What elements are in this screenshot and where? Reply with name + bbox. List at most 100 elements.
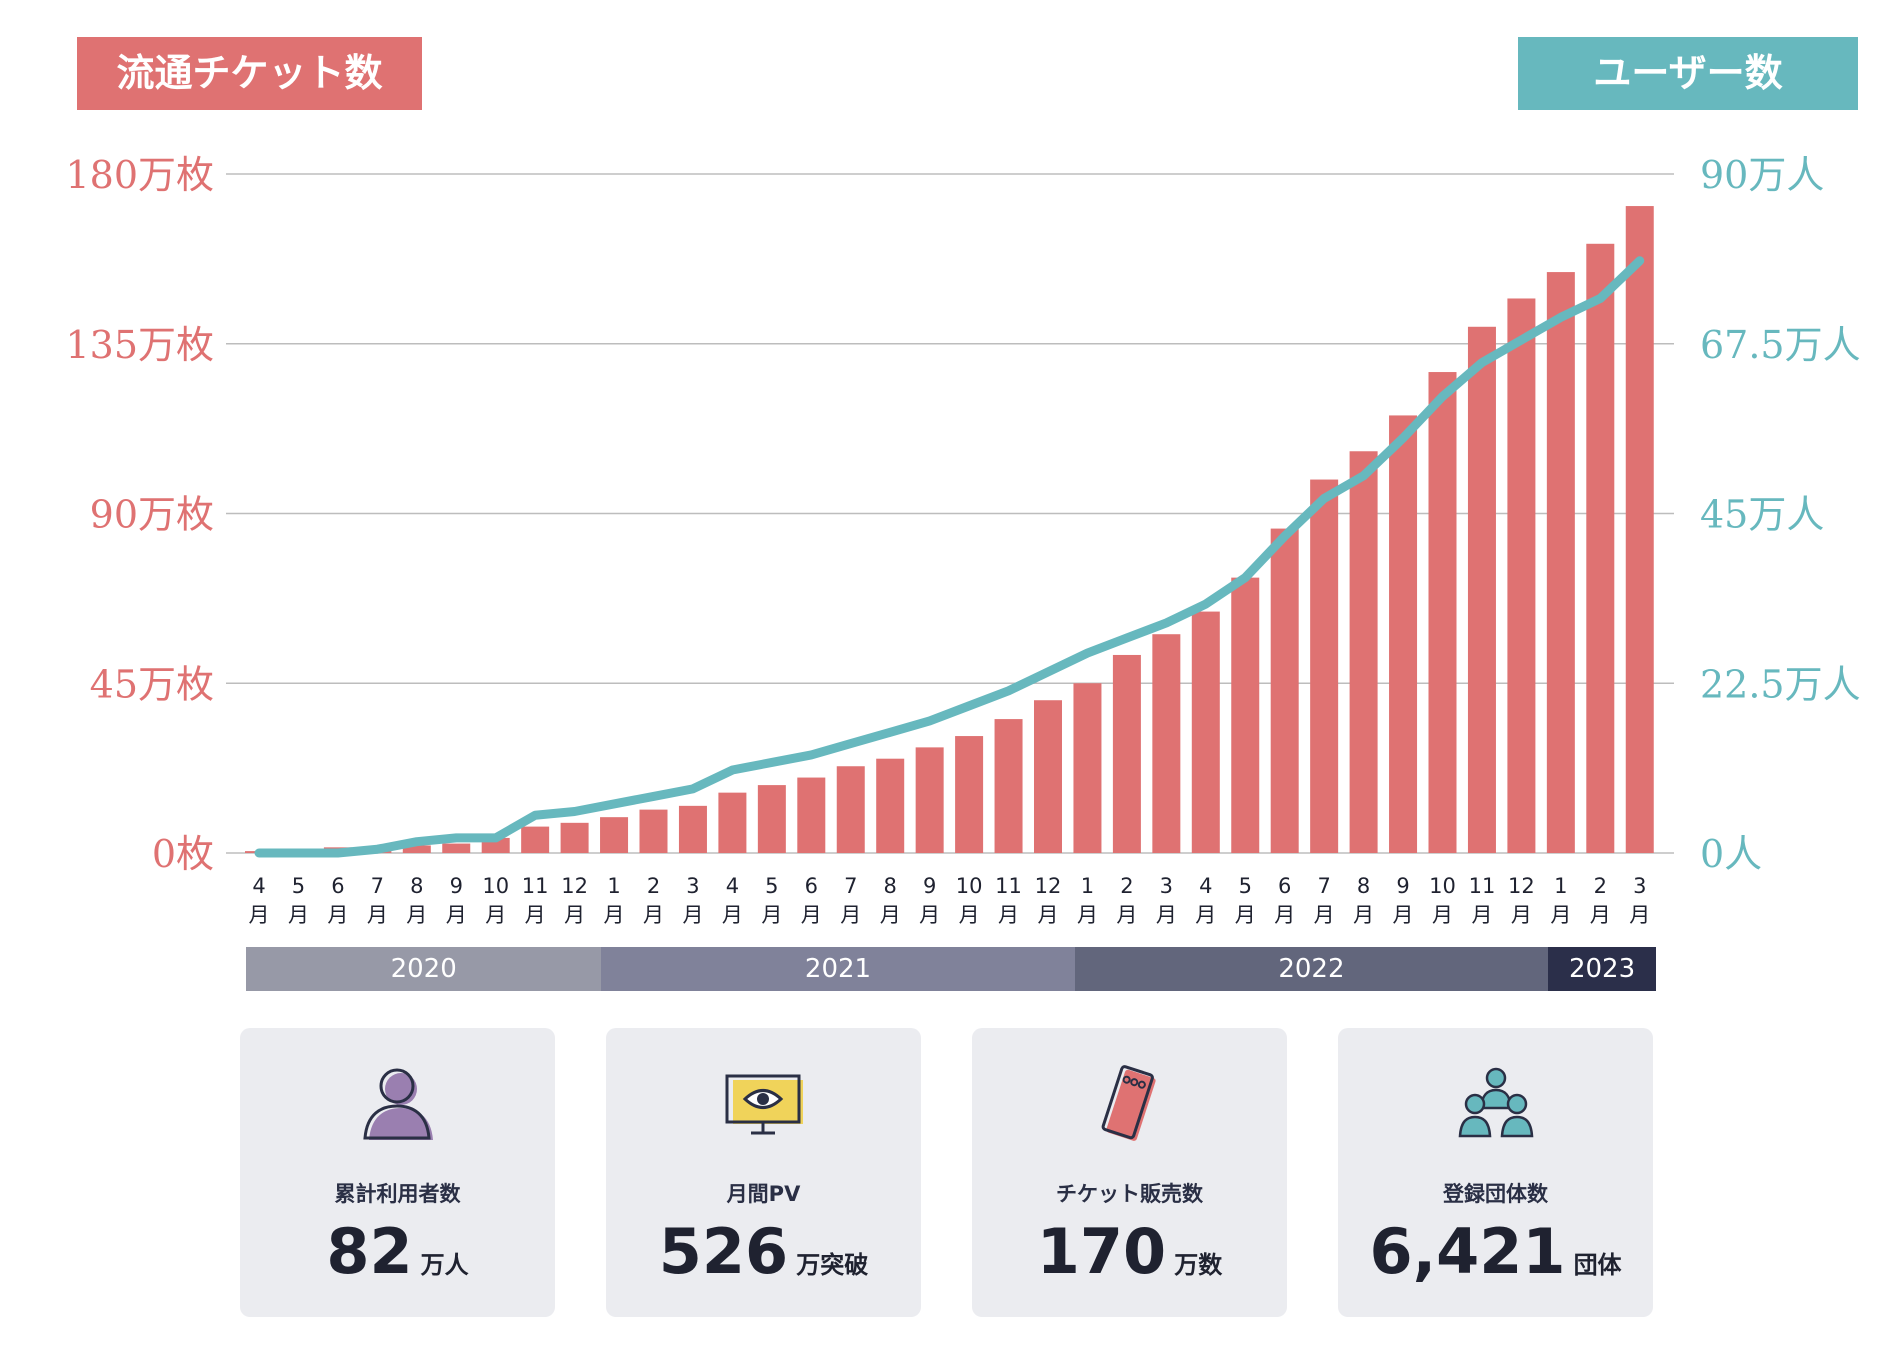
x-tick-unit: 月 — [1116, 903, 1137, 927]
x-tick-unit: 月 — [919, 903, 940, 927]
right-axis-title-tag: ユーザー数 — [1518, 37, 1858, 110]
x-tick-label: 9 — [923, 874, 936, 898]
x-tick-unit: 月 — [959, 903, 980, 927]
right-axis-tick-label: 22.5万人 — [1700, 662, 1861, 706]
stat-value-row: 6,421 団体 — [1338, 1215, 1653, 1288]
x-tick-unit: 月 — [604, 903, 625, 927]
x-tick-unit: 月 — [1156, 903, 1177, 927]
ticket-icon — [1101, 1065, 1156, 1141]
left-axis-tick-label: 180万枚 — [65, 153, 214, 197]
x-tick-label: 7 — [1317, 874, 1330, 898]
bar — [797, 777, 826, 853]
stat-label: 累計利用者数 — [334, 1182, 461, 1206]
x-tick-unit: 月 — [1471, 903, 1492, 927]
x-tick-label: 11 — [1469, 874, 1496, 898]
bar — [1586, 243, 1615, 853]
stat-number: 6,421 — [1369, 1215, 1566, 1288]
x-tick-label: 7 — [371, 874, 384, 898]
x-tick-label: 1 — [1081, 874, 1094, 898]
x-tick-label: 1 — [607, 874, 620, 898]
stat-value-row: 170 万数 — [972, 1215, 1287, 1288]
left-axis-tick-label: 0枚 — [152, 832, 214, 876]
bar — [639, 809, 668, 853]
x-tick-label: 10 — [482, 874, 509, 898]
bar — [1191, 611, 1220, 853]
stat-number: 526 — [658, 1215, 789, 1288]
bar — [1152, 634, 1181, 853]
x-tick-label: 6 — [805, 874, 818, 898]
x-tick-label: 7 — [844, 874, 857, 898]
x-tick-unit: 月 — [1274, 903, 1295, 927]
stat-card-users: 累計利用者数 82 万人 — [240, 1028, 555, 1317]
x-tick-unit: 月 — [722, 903, 743, 927]
stat-number: 82 — [326, 1215, 413, 1288]
right-axis-tick-label: 90万人 — [1700, 153, 1824, 197]
x-tick-label: 8 — [1357, 874, 1370, 898]
stat-card-organizations: 登録団体数 6,421 団体 — [1338, 1028, 1653, 1317]
bar — [1428, 372, 1457, 853]
x-tick-label: 1 — [1554, 874, 1567, 898]
x-tick-unit: 月 — [1353, 903, 1374, 927]
right-axis-tick-label: 67.5万人 — [1700, 323, 1861, 367]
bar — [521, 826, 550, 853]
bar — [1349, 451, 1378, 853]
bar — [1467, 326, 1496, 853]
x-tick-unit: 月 — [288, 903, 309, 927]
x-tick-unit: 月 — [327, 903, 348, 927]
bar — [1310, 479, 1339, 853]
bar — [1034, 700, 1062, 853]
x-tick-label: 3 — [1633, 874, 1646, 898]
x-tick-label: 9 — [450, 874, 463, 898]
x-tick-label: 9 — [1396, 874, 1409, 898]
bar — [915, 747, 944, 853]
x-tick-unit: 月 — [406, 903, 427, 927]
x-tick-unit: 月 — [525, 903, 546, 927]
stat-label: チケット販売数 — [1056, 1182, 1203, 1206]
person-icon — [363, 1068, 433, 1140]
x-tick-unit: 月 — [1393, 903, 1414, 927]
x-tick-label: 3 — [686, 874, 699, 898]
x-tick-label: 8 — [884, 874, 897, 898]
x-tick-unit: 月 — [446, 903, 467, 927]
left-axis-tick-label: 135万枚 — [65, 323, 214, 367]
bar — [402, 845, 431, 853]
users-line — [254, 256, 1645, 858]
bar — [1231, 577, 1260, 853]
bar — [1073, 683, 1102, 853]
bar — [600, 817, 629, 853]
bar — [1546, 272, 1575, 854]
x-tick-label: 12 — [1508, 874, 1535, 898]
year-band-2021: 2021 — [601, 947, 1075, 991]
bar — [1270, 528, 1299, 853]
stat-unit: 団体 — [1573, 1251, 1622, 1279]
left-axis-tick-label: 90万枚 — [90, 493, 214, 537]
stat-label: 月間PV — [726, 1182, 801, 1206]
x-tick-unit: 月 — [1314, 903, 1335, 927]
x-tick-label: 2 — [647, 874, 660, 898]
chart-canvas: 0枚 45万枚 90万枚 135万枚 180万枚 0人 22.5万人 45万人 67.5万人 90… — [65, 153, 1861, 927]
x-tick-label: 12 — [1035, 874, 1062, 898]
x-tick-label: 8 — [410, 874, 423, 898]
bar — [1625, 206, 1654, 853]
bar — [1112, 654, 1141, 853]
x-tick-label: 6 — [1278, 874, 1291, 898]
group-icon — [1458, 1067, 1534, 1138]
bar — [757, 785, 786, 853]
year-band-2022: 2022 — [1074, 947, 1549, 991]
x-tick-label: 3 — [1160, 874, 1173, 898]
x-tick-unit: 月 — [1077, 903, 1098, 927]
right-axis-tick-label: 0人 — [1700, 832, 1762, 876]
x-tick-unit: 月 — [1550, 903, 1571, 927]
x-tick-unit: 月 — [249, 903, 270, 927]
x-tick-label: 2 — [1594, 874, 1607, 898]
x-tick-unit: 月 — [1038, 903, 1059, 927]
bar — [836, 766, 865, 853]
stat-unit: 万突破 — [796, 1251, 869, 1279]
x-tick-unit: 月 — [840, 903, 861, 927]
x-tick-unit: 月 — [880, 903, 901, 927]
x-tick-label: 12 — [561, 874, 588, 898]
x-tick-label: 4 — [252, 874, 265, 898]
x-tick-label: 11 — [522, 874, 549, 898]
bar — [994, 719, 1023, 853]
x-tick-label: 10 — [1429, 874, 1456, 898]
